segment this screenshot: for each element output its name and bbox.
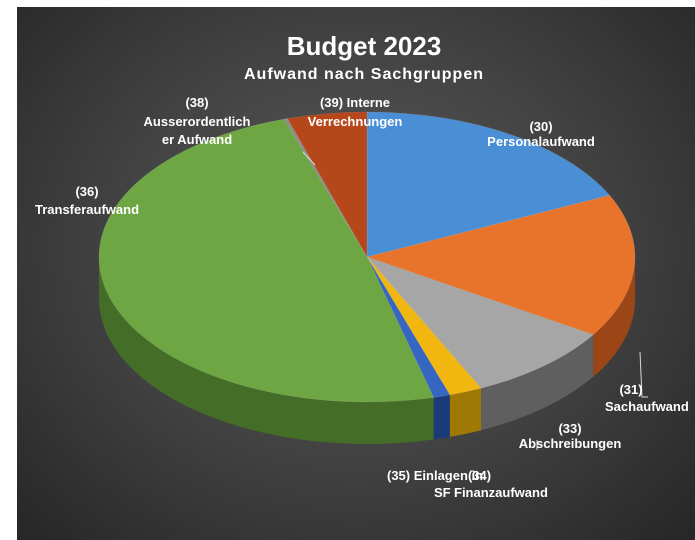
label-38-code: (38) [185,95,208,110]
pie-side-31-sachaufwand [593,257,635,377]
pie-side-33-abschreibungen [481,334,594,431]
label-35-line2: SF [434,485,451,500]
pie-slice-39-interne-verrechnungen [286,111,368,259]
pie-slice-36-transferaufwand [98,118,435,403]
label-30-name: Personalaufwand [487,134,595,149]
pie-slice-33-abschreibungen [366,256,594,389]
pie-chart: Budget 2023 Aufwand nach Sachgruppen (30… [35,31,689,500]
label-34-name: Finanzaufwand [454,485,548,500]
label-38-line2: Ausserordentlich [144,114,251,129]
label-31-name: Sachaufwand [605,399,689,414]
label-35-line1: (35) Einlagen in [387,468,483,483]
label-31-code: (31) [619,382,642,397]
label-36-name: Transferaufwand [35,202,139,217]
pie-side-35-einlagen-in-sf [433,394,450,440]
leader-lines [302,151,648,450]
pie-slices [98,111,636,403]
label-38-line3: er Aufwand [162,132,232,147]
pie-sides [99,257,635,444]
pie-side-34-finanzaufwand [449,388,482,437]
leader-38 [302,151,316,166]
chart-title: Budget 2023 [287,31,442,61]
pie-slice-35-einlagen-in-sf [366,256,451,398]
label-39-line1: (39) Interne [320,95,390,110]
label-33-name: Abschreibungen [519,436,622,451]
pie-slice-34-finanzaufwand [366,256,482,396]
pie-side-36-transferaufwand [99,257,434,444]
pie-slice-38-ausserordentlicher-aufwand [283,118,368,258]
label-30-code: (30) [529,119,552,134]
label-39-line2: Verrechnungen [308,114,403,129]
chart-subtitle: Aufwand nach Sachgruppen [244,66,484,83]
pie-slice-30-personalaufwand [366,111,611,258]
label-34-code: (34) [468,468,491,483]
label-36-code: (36) [75,184,98,199]
pie-slice-31-sachaufwand [365,194,636,336]
label-33-code: (33) [558,421,581,436]
chart-frame: Budget 2023 Aufwand nach Sachgruppen (30… [17,7,695,540]
leader-31 [639,351,648,398]
